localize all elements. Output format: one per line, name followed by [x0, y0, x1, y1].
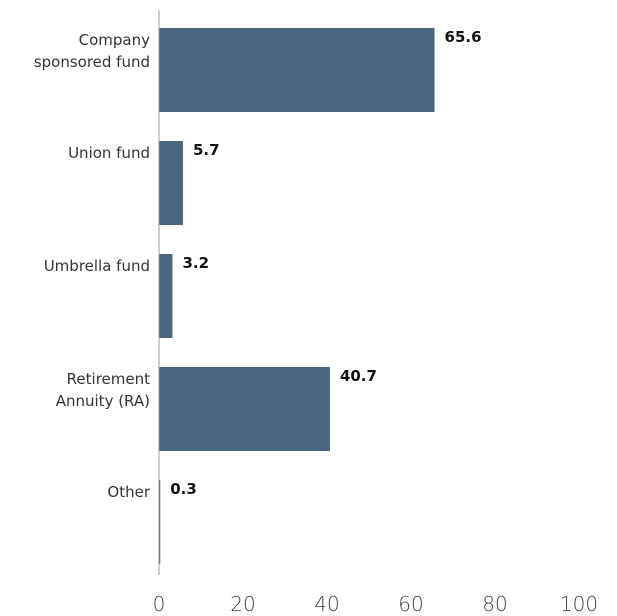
x-tick-label: 0 — [152, 592, 166, 616]
bar — [159, 254, 173, 338]
x-tick-label: 40 — [314, 592, 340, 616]
value-label: 3.2 — [182, 254, 210, 272]
value-label: 65.6 — [444, 28, 482, 46]
x-tick-label: 80 — [482, 592, 508, 616]
x-tick-label: 100 — [559, 592, 599, 616]
bar — [159, 367, 330, 451]
x-tick-label: 60 — [398, 592, 424, 616]
category-label: Other — [107, 483, 150, 501]
bar — [159, 480, 161, 564]
category-label: Company sponsored fund — [33, 31, 150, 71]
category-label: Union fund — [68, 144, 150, 162]
category-label: Umbrella fund — [43, 257, 150, 275]
x-tick-label: 20 — [230, 592, 256, 616]
value-label: 40.7 — [339, 367, 377, 385]
bar — [159, 141, 183, 225]
value-label: 0.3 — [170, 480, 197, 498]
bar — [159, 28, 435, 112]
category-label: Retirement Annuity (RA) — [55, 370, 150, 410]
value-label: 5.7 — [192, 141, 220, 159]
